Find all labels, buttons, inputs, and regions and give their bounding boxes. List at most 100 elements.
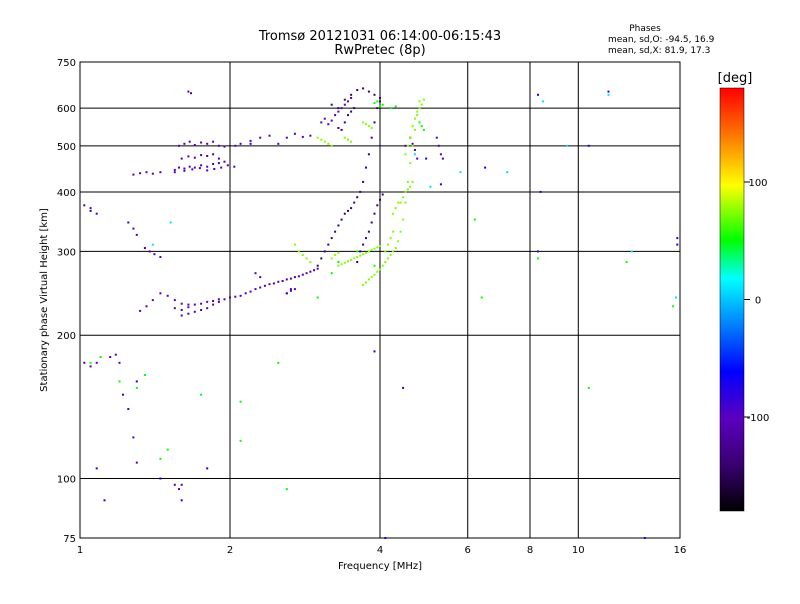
data-point	[350, 97, 353, 99]
data-point	[127, 221, 130, 224]
data-point	[409, 162, 412, 165]
y-tick-label: 300	[57, 247, 76, 258]
data-point	[674, 296, 677, 299]
data-point	[187, 306, 190, 309]
data-point	[404, 201, 407, 204]
data-point	[399, 201, 402, 204]
data-point	[334, 230, 337, 233]
data-point	[422, 98, 425, 101]
data-point	[587, 386, 590, 389]
data-point	[193, 156, 196, 159]
data-point	[226, 164, 229, 167]
data-point	[373, 273, 376, 276]
data-point	[330, 257, 333, 260]
data-point	[353, 107, 356, 110]
data-point	[387, 257, 389, 260]
data-point	[327, 123, 330, 126]
y-tick-labels: 75 100 200 300 400 500 600 750	[57, 58, 76, 545]
data-point	[347, 100, 349, 103]
data-point	[206, 307, 209, 310]
data-point	[413, 153, 416, 156]
data-point	[259, 286, 262, 289]
data-point	[259, 136, 262, 139]
data-point	[191, 168, 194, 171]
data-point	[285, 292, 288, 295]
data-point	[169, 221, 172, 224]
data-point	[309, 134, 312, 137]
data-point	[301, 273, 304, 276]
data-point	[409, 136, 412, 139]
data-point	[139, 172, 142, 175]
data-point	[387, 243, 389, 246]
data-point	[676, 237, 679, 240]
data-point	[173, 171, 176, 174]
data-point	[301, 135, 304, 138]
data-point	[379, 105, 381, 108]
data-point	[340, 107, 343, 110]
data-point	[343, 121, 346, 124]
data-point	[180, 309, 183, 311]
data-point	[413, 117, 416, 120]
x-tick-label: 16	[674, 545, 687, 556]
data-point	[118, 380, 121, 383]
data-point	[376, 204, 379, 207]
data-point	[337, 224, 340, 227]
data-point	[404, 190, 407, 193]
data-point	[249, 139, 252, 142]
data-point	[334, 114, 337, 117]
data-point	[340, 218, 343, 221]
data-point	[313, 269, 316, 272]
data-point	[587, 144, 590, 147]
data-point	[337, 127, 340, 129]
data-point	[234, 295, 237, 298]
data-point	[406, 180, 409, 183]
data-point	[370, 221, 373, 224]
data-point	[188, 165, 191, 168]
data-point	[289, 289, 292, 292]
data-point	[135, 386, 138, 389]
data-point	[244, 292, 247, 295]
data-point	[394, 105, 397, 108]
data-point	[630, 250, 633, 253]
data-point	[373, 102, 376, 104]
stats-header: Phases	[629, 24, 661, 34]
data-point	[381, 264, 384, 267]
data-point	[239, 142, 242, 145]
y-tick-label: 750	[57, 58, 76, 69]
data-point	[316, 136, 319, 139]
data-point	[367, 90, 370, 93]
chart-subtitle: RwPretec (8p)	[334, 43, 425, 58]
data-point	[397, 240, 400, 243]
data-point	[206, 169, 209, 172]
data-point	[437, 144, 440, 147]
data-point	[178, 166, 180, 169]
data-point	[367, 125, 370, 128]
data-point	[316, 267, 319, 270]
data-point	[389, 107, 392, 110]
y-tick-label: 600	[57, 104, 76, 115]
data-point	[347, 209, 349, 212]
data-point	[159, 171, 162, 174]
data-point	[459, 171, 462, 174]
data-point	[289, 277, 292, 280]
data-point	[268, 134, 271, 137]
data-point	[89, 365, 92, 368]
data-point	[190, 92, 192, 95]
data-point	[109, 356, 112, 358]
data-point	[365, 251, 367, 254]
stats-o-line: mean, sd,O: -94.5, 16.9	[608, 35, 715, 45]
data-point	[370, 249, 373, 251]
data-point	[389, 253, 392, 256]
data-point	[206, 467, 209, 470]
data-point	[305, 272, 308, 275]
data-point	[212, 163, 215, 165]
data-point	[178, 144, 180, 147]
data-point	[259, 276, 262, 279]
data-point	[193, 303, 196, 306]
data-point	[376, 100, 379, 103]
data-point	[212, 303, 215, 306]
data-point	[217, 144, 220, 147]
data-point	[484, 166, 487, 169]
data-point	[327, 142, 330, 145]
data-point	[127, 408, 130, 410]
